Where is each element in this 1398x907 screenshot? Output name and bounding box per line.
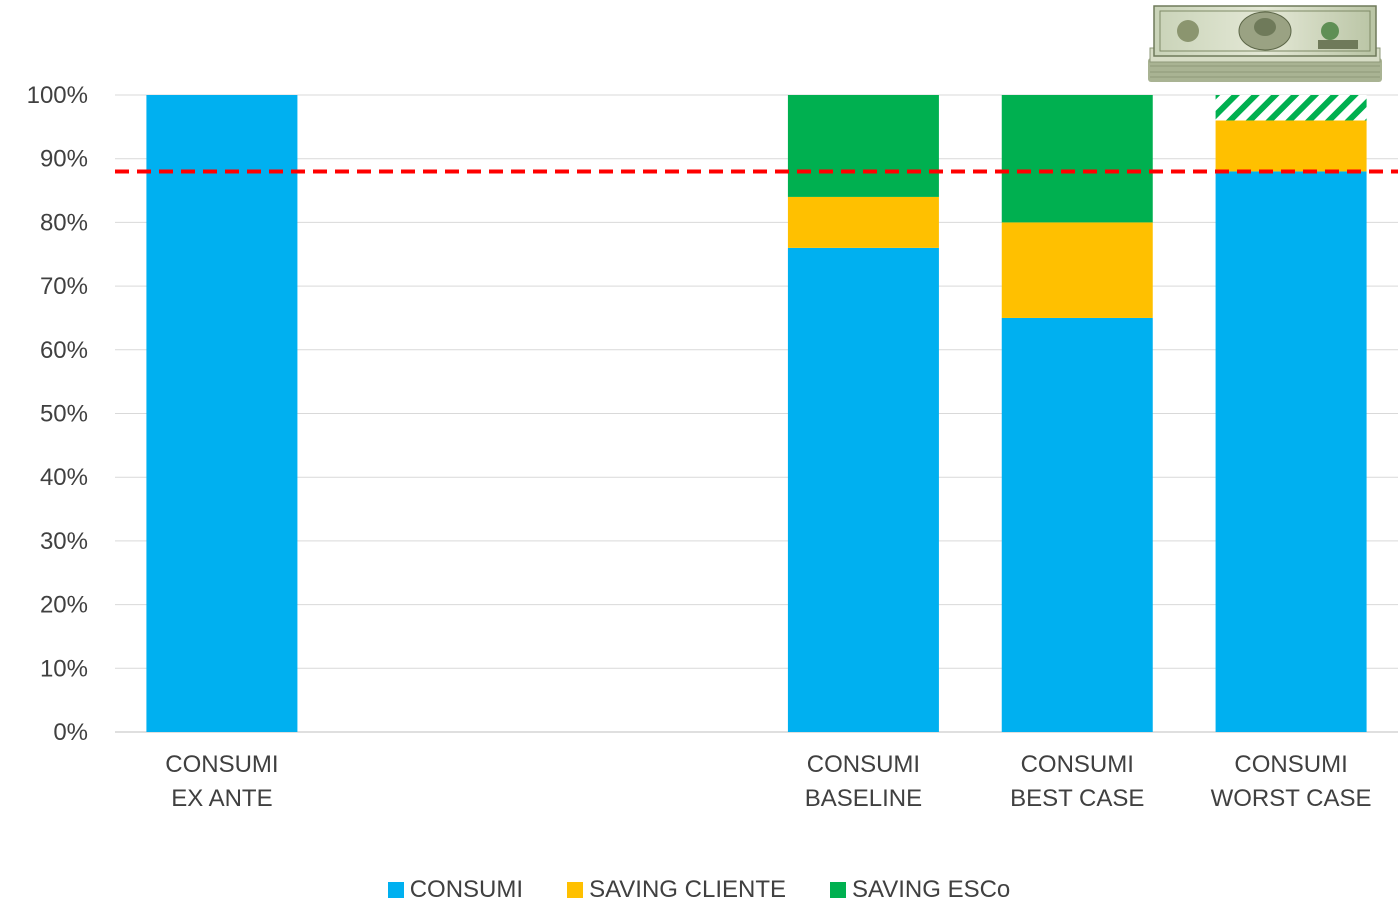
x-category-label: BASELINE xyxy=(805,785,922,812)
legend-item: SAVING ESCo xyxy=(830,876,1010,904)
legend-label: SAVING CLIENTE xyxy=(589,876,786,903)
bar-segment-saving-esco xyxy=(1001,95,1153,223)
y-tick-label: 90% xyxy=(40,146,88,173)
gridlines xyxy=(115,94,1398,733)
money-stack-icon xyxy=(1148,5,1382,82)
y-tick-label: 100% xyxy=(27,82,88,109)
x-category-label: BEST CASE xyxy=(1010,785,1144,812)
legend-item: SAVING CLIENTE xyxy=(567,876,786,904)
y-tick-label: 70% xyxy=(40,273,88,300)
bar-segment-consumi xyxy=(1215,171,1367,732)
legend-item: CONSUMI xyxy=(387,876,524,904)
bar-segment-saving-cliente xyxy=(1001,222,1153,318)
bar-segment-saving-cliente xyxy=(787,196,939,248)
legend-swatch xyxy=(567,882,584,898)
y-tick-label: 40% xyxy=(40,464,88,491)
legend-label: SAVING ESCo xyxy=(852,876,1011,903)
y-axis-ticks: 0% 10% 20% 30% 40% 50% 60% 70% 80% 90% 100% xyxy=(27,82,88,746)
y-tick-label: 60% xyxy=(40,337,88,364)
bar-segment-saving-esco xyxy=(787,95,939,197)
x-category-label: CONSUMI xyxy=(165,751,278,778)
legend-label: CONSUMI xyxy=(409,876,524,903)
legend-swatch xyxy=(387,882,404,898)
x-axis-categories: CONSUMI EX ANTE CONSUMI BASELINE CONSUMI BEST… xyxy=(165,751,1371,812)
bar-segment-consumi xyxy=(146,95,298,732)
y-tick-label: 50% xyxy=(40,401,88,428)
bar-segment-saving-esco xyxy=(1215,95,1367,121)
bar-segment-consumi xyxy=(787,247,939,732)
bar-segment-saving-cliente xyxy=(1215,120,1367,172)
legend: CONSUMI SAVING CLIENTE SAVING ESCo xyxy=(0,873,1398,907)
x-category-label: WORST CASE xyxy=(1211,785,1372,812)
y-tick-label: 20% xyxy=(40,592,88,619)
bar-segment-consumi xyxy=(1001,317,1153,732)
y-tick-label: 0% xyxy=(53,719,88,746)
x-category-label: EX ANTE xyxy=(171,785,272,812)
x-category-label: CONSUMI xyxy=(807,751,920,778)
y-tick-label: 80% xyxy=(40,209,88,236)
x-category-label: CONSUMI xyxy=(1234,751,1347,778)
x-category-label: CONSUMI xyxy=(1021,751,1134,778)
y-tick-label: 30% xyxy=(40,528,88,555)
y-tick-label: 10% xyxy=(40,655,88,682)
bars xyxy=(146,95,1367,732)
legend-swatch xyxy=(830,882,846,898)
